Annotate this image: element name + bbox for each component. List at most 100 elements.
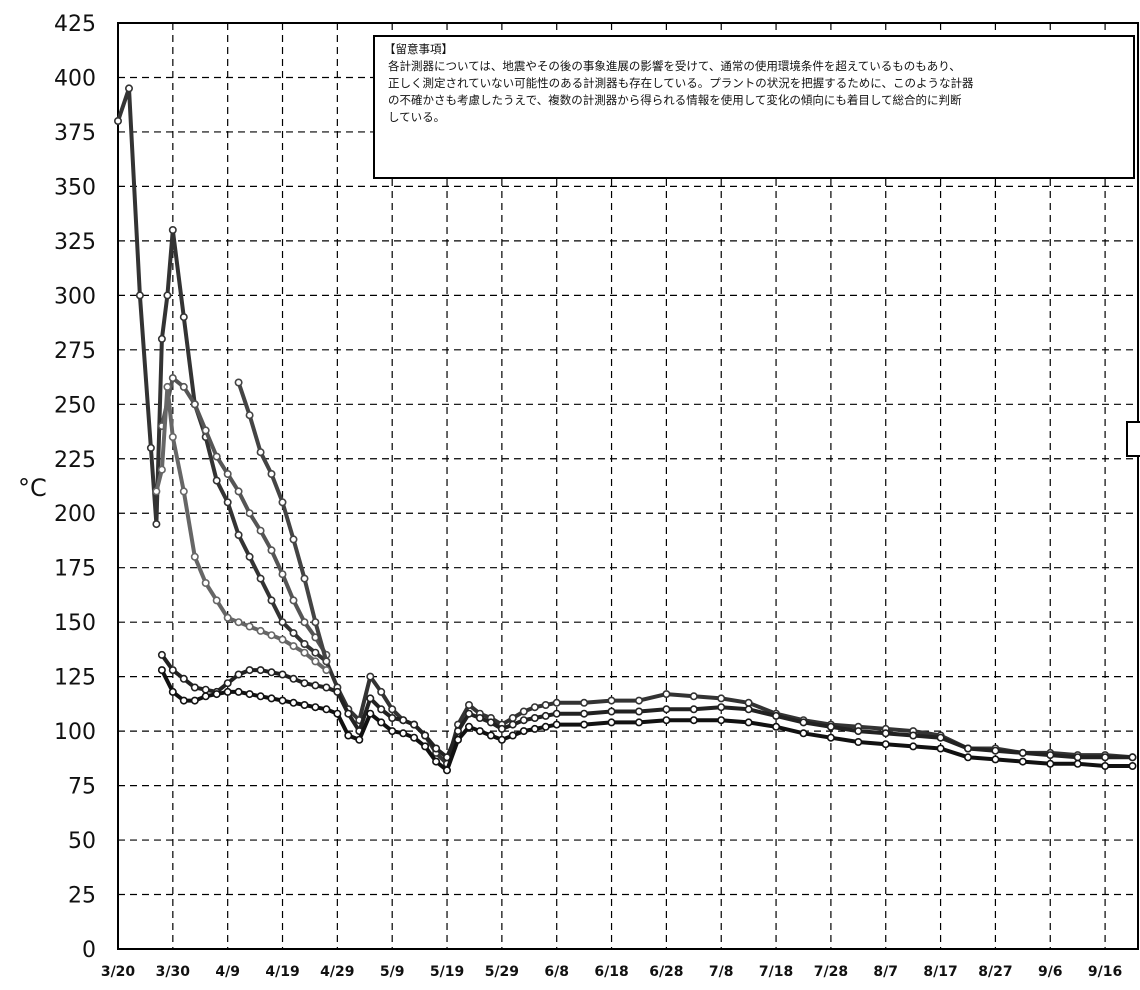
annotation-line: 各計測器については、地震やその後の事象進展の影響を受けて、通常の使用環境条件を超… bbox=[388, 59, 961, 73]
data-point bbox=[289, 535, 298, 544]
data-point bbox=[541, 700, 550, 709]
data-point bbox=[662, 690, 671, 699]
x-tick-label: 7/8 bbox=[709, 964, 734, 980]
y-tick-label: 300 bbox=[54, 284, 96, 309]
data-point bbox=[366, 694, 375, 703]
data-point bbox=[125, 84, 134, 93]
data-point bbox=[453, 735, 462, 744]
data-point bbox=[519, 727, 528, 736]
data-point bbox=[256, 526, 265, 535]
data-point bbox=[1046, 759, 1055, 768]
y-tick-label: 0 bbox=[82, 938, 96, 963]
data-point bbox=[333, 709, 342, 718]
data-point bbox=[146, 443, 155, 452]
data-point bbox=[163, 382, 172, 391]
series-5 bbox=[157, 650, 1137, 762]
y-tick-label: 425 bbox=[54, 12, 96, 37]
data-point bbox=[826, 722, 835, 731]
data-point bbox=[854, 737, 863, 746]
data-point bbox=[168, 226, 177, 235]
data-point bbox=[881, 729, 890, 738]
data-point bbox=[135, 291, 144, 300]
data-point bbox=[256, 692, 265, 701]
data-point bbox=[344, 731, 353, 740]
data-point bbox=[333, 687, 342, 696]
series-2 bbox=[157, 374, 331, 659]
y-tick-label: 150 bbox=[54, 611, 96, 636]
data-point bbox=[278, 696, 287, 705]
data-point bbox=[245, 552, 254, 561]
data-point bbox=[1101, 761, 1110, 770]
data-point bbox=[267, 469, 276, 478]
data-point bbox=[936, 744, 945, 753]
data-point bbox=[1018, 757, 1027, 766]
data-point bbox=[311, 657, 320, 666]
data-point bbox=[190, 696, 199, 705]
data-point bbox=[388, 713, 397, 722]
data-point bbox=[344, 709, 353, 718]
data-point bbox=[421, 731, 430, 740]
data-point bbox=[1073, 759, 1082, 768]
data-point bbox=[256, 574, 265, 583]
data-point bbox=[311, 703, 320, 712]
data-point bbox=[475, 727, 484, 736]
data-point bbox=[662, 705, 671, 714]
x-tick-label: 6/28 bbox=[649, 964, 683, 980]
data-point bbox=[212, 690, 221, 699]
data-point bbox=[278, 670, 287, 679]
data-point bbox=[201, 426, 210, 435]
data-point bbox=[245, 411, 254, 420]
data-point bbox=[201, 685, 210, 694]
data-point bbox=[300, 639, 309, 648]
data-point bbox=[190, 400, 199, 409]
data-point bbox=[580, 720, 589, 729]
data-point bbox=[689, 716, 698, 725]
x-tick-label: 6/8 bbox=[544, 964, 569, 980]
data-point bbox=[212, 452, 221, 461]
data-point bbox=[157, 666, 166, 675]
data-point bbox=[234, 618, 243, 627]
data-point bbox=[634, 718, 643, 727]
annotation-line: 正しく測定されていない可能性のある計測器も存在している。プラントの状況を把握する… bbox=[388, 76, 974, 90]
x-tick-label: 8/17 bbox=[923, 964, 957, 980]
data-point bbox=[300, 648, 309, 657]
y-tick-label: 200 bbox=[54, 502, 96, 527]
data-point bbox=[410, 733, 419, 742]
data-point bbox=[152, 520, 161, 529]
x-tick-label: 6/18 bbox=[594, 964, 628, 980]
data-point bbox=[366, 672, 375, 681]
series-line bbox=[116, 86, 1133, 766]
data-point bbox=[377, 705, 386, 714]
data-point bbox=[662, 716, 671, 725]
x-tick-label: 8/27 bbox=[978, 964, 1012, 980]
data-point bbox=[464, 709, 473, 718]
y-tick-label: 275 bbox=[54, 339, 96, 364]
data-point bbox=[1101, 753, 1110, 762]
data-point bbox=[245, 509, 254, 518]
data-point bbox=[300, 574, 309, 583]
data-point bbox=[508, 731, 517, 740]
data-point bbox=[854, 727, 863, 736]
data-point bbox=[234, 378, 243, 387]
series-line bbox=[160, 669, 1133, 773]
data-point bbox=[689, 705, 698, 714]
data-point bbox=[168, 666, 177, 675]
data-point bbox=[355, 735, 364, 744]
data-point bbox=[580, 709, 589, 718]
data-point bbox=[607, 696, 616, 705]
data-point bbox=[963, 753, 972, 762]
data-point bbox=[267, 546, 276, 555]
x-tick-label: 5/19 bbox=[430, 964, 464, 980]
data-point bbox=[267, 596, 276, 605]
data-point bbox=[179, 674, 188, 683]
data-point bbox=[152, 487, 161, 496]
data-point bbox=[552, 698, 561, 707]
data-point bbox=[168, 432, 177, 441]
data-point bbox=[322, 666, 331, 675]
data-point bbox=[717, 716, 726, 725]
data-point bbox=[717, 694, 726, 703]
x-tick-label: 8/7 bbox=[873, 964, 898, 980]
data-point bbox=[267, 668, 276, 677]
y-axis-ticks: 0 25 50 75 100 125 150 175 200 225 250 275 300 325 350… bbox=[54, 12, 96, 963]
x-tick-label: 3/20 bbox=[101, 964, 136, 980]
